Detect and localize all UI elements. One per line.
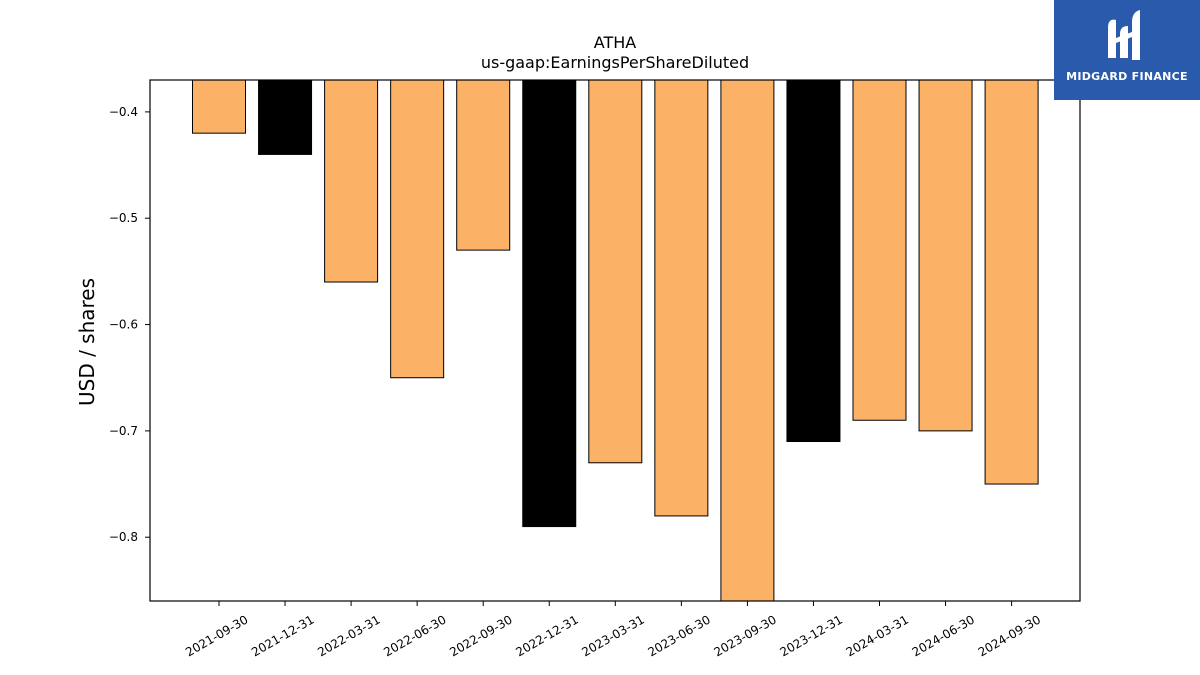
bar-2024-03-31 [852, 79, 907, 421]
x-tick-label: 2022-12-31 [513, 612, 580, 659]
bar-2023-09-30 [720, 79, 775, 602]
x-tick-label: 2024-09-30 [976, 612, 1043, 659]
y-tick-label: −0.4 [109, 105, 138, 119]
bar-2022-03-31 [324, 79, 379, 283]
y-tick-label: −0.6 [109, 318, 138, 332]
logo-text: MIDGARD FINANCE [1066, 70, 1188, 83]
x-tick-label: 2021-09-30 [183, 612, 250, 659]
bar-2021-09-30 [192, 79, 246, 134]
x-tick-label: 2023-03-31 [579, 612, 646, 659]
bar-2024-09-30 [984, 79, 1039, 485]
y-axis-label: USD / shares [75, 278, 99, 406]
x-tick-label: 2022-03-31 [315, 612, 382, 659]
y-tick-label: −0.7 [109, 424, 138, 438]
bar-2022-09-30 [456, 79, 511, 251]
bar-2023-06-30 [654, 79, 709, 517]
x-tick-label: 2022-09-30 [447, 612, 514, 659]
bar-2022-12-31 [522, 79, 577, 528]
y-tick-label: −0.5 [109, 211, 138, 225]
x-tick-label: 2023-12-31 [778, 612, 845, 659]
x-tick-label: 2024-03-31 [844, 612, 911, 659]
bar-2022-06-30 [390, 79, 445, 379]
midgard-finance-logo: MIDGARD FINANCE [1054, 0, 1200, 100]
chart-subtitle: us-gaap:EarningsPerShareDiluted [481, 53, 749, 72]
bar-2023-12-31 [786, 79, 841, 443]
bar-2023-03-31 [588, 79, 643, 464]
x-tick-label: 2021-12-31 [249, 612, 316, 659]
bars-layer [192, 79, 1039, 602]
x-tick-label: 2022-06-30 [381, 612, 448, 659]
midgard-logo-icon [1108, 10, 1140, 60]
bar-2021-12-31 [258, 79, 313, 155]
y-tick-label: −0.8 [109, 530, 138, 544]
bar-2024-06-30 [918, 79, 973, 432]
x-tick-label: 2023-09-30 [711, 612, 778, 659]
chart-title: ATHA [594, 33, 637, 52]
x-tick-label: 2024-06-30 [910, 612, 977, 659]
x-tick-label: 2023-06-30 [645, 612, 712, 659]
